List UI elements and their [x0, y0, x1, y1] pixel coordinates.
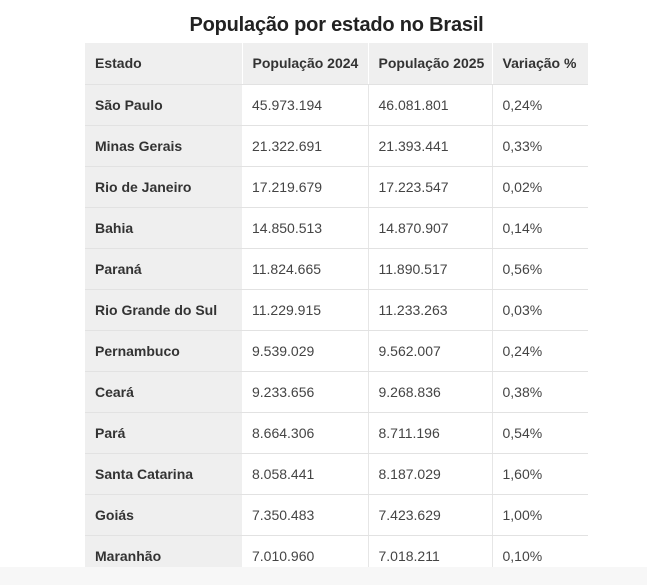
page-title: População por estado no Brasil [189, 14, 484, 36]
table-row: São Paulo 45.973.194 46.081.801 0,24% [85, 84, 588, 126]
populacao-2024-cell: 11.824.665 [242, 248, 369, 290]
populacao-2024-cell: 9.233.656 [242, 371, 369, 413]
populacao-2025-cell: 8.711.196 [368, 412, 493, 454]
populacao-2025-cell: 9.268.836 [368, 371, 493, 413]
populacao-2025-cell: 7.423.629 [368, 494, 493, 536]
table-row: Pernambuco 9.539.029 9.562.007 0,24% [85, 330, 588, 372]
estado-cell: São Paulo [85, 84, 242, 126]
table-row: Ceará 9.233.656 9.268.836 0,38% [85, 371, 588, 413]
table-row: Minas Gerais 21.322.691 21.393.441 0,33% [85, 125, 588, 167]
populacao-2025-cell: 11.233.263 [368, 289, 493, 331]
estado-cell: Ceará [85, 371, 242, 413]
populacao-2024-cell: 14.850.513 [242, 207, 369, 249]
bottom-strip [0, 567, 647, 585]
header-row: Estado População 2024 População 2025 Var… [85, 43, 588, 85]
estado-cell: Pernambuco [85, 330, 242, 372]
populacao-2025-cell: 14.870.907 [368, 207, 493, 249]
table-row: Rio Grande do Sul 11.229.915 11.233.263 0,0… [85, 289, 588, 331]
populacao-2024-cell: 8.664.306 [242, 412, 369, 454]
variacao-cell: 1,60% [492, 453, 588, 495]
populacao-2025-cell: 17.223.547 [368, 166, 493, 208]
header-populacao-2025: População 2025 [368, 43, 493, 85]
populacao-2025-cell: 21.393.441 [368, 125, 493, 167]
populacao-2025-cell: 9.562.007 [368, 330, 493, 372]
table-row: Paraná 11.824.665 11.890.517 0,56% [85, 248, 588, 290]
populacao-2024-cell: 7.010.960 [242, 535, 369, 567]
estado-cell: Rio de Janeiro [85, 166, 242, 208]
variacao-cell: 0,38% [492, 371, 588, 413]
populacao-2024-cell: 17.219.679 [242, 166, 369, 208]
populacao-2025-cell: 11.890.517 [368, 248, 493, 290]
populacao-2024-cell: 45.973.194 [242, 84, 369, 126]
header-populacao-2024: População 2024 [242, 43, 369, 85]
table-row: Rio de Janeiro 17.219.679 17.223.547 0,02% [85, 166, 588, 208]
estado-cell: Pará [85, 412, 242, 454]
populacao-2025-cell: 7.018.211 [368, 535, 493, 567]
variacao-cell: 0,03% [492, 289, 588, 331]
variacao-cell: 0,02% [492, 166, 588, 208]
estado-cell: Bahia [85, 207, 242, 249]
populacao-2024-cell: 7.350.483 [242, 494, 369, 536]
variacao-cell: 0,56% [492, 248, 588, 290]
table-row: Maranhão 7.010.960 7.018.211 0,10% [85, 535, 588, 567]
variacao-cell: 0,33% [492, 125, 588, 167]
populacao-2024-cell: 21.322.691 [242, 125, 369, 167]
population-table: Estado População 2024 População 2025 Var… [85, 43, 588, 567]
variacao-cell: 0,14% [492, 207, 588, 249]
populacao-2025-cell: 8.187.029 [368, 453, 493, 495]
estado-cell: Maranhão [85, 535, 242, 567]
variacao-cell: 0,24% [492, 330, 588, 372]
estado-cell: Paraná [85, 248, 242, 290]
estado-cell: Santa Catarina [85, 453, 242, 495]
estado-cell: Minas Gerais [85, 125, 242, 167]
table-row: Pará 8.664.306 8.711.196 0,54% [85, 412, 588, 454]
table-header: Estado População 2024 População 2025 Var… [85, 43, 588, 85]
header-estado: Estado [85, 43, 243, 85]
estado-cell: Rio Grande do Sul [85, 289, 242, 331]
populacao-2024-cell: 11.229.915 [242, 289, 369, 331]
page-frame: População por estado no Brasil Estado Po… [85, 14, 588, 567]
variacao-cell: 1,00% [492, 494, 588, 536]
populacao-2024-cell: 9.539.029 [242, 330, 369, 372]
table-row: Bahia 14.850.513 14.870.907 0,14% [85, 207, 588, 249]
variacao-cell: 0,54% [492, 412, 588, 454]
variacao-cell: 0,10% [492, 535, 588, 567]
populacao-2024-cell: 8.058.441 [242, 453, 369, 495]
table-row: Goiás 7.350.483 7.423.629 1,00% [85, 494, 588, 536]
table-body: São Paulo 45.973.194 46.081.801 0,24% Minas … [85, 84, 588, 567]
table-row: Santa Catarina 8.058.441 8.187.029 1,60% [85, 453, 588, 495]
estado-cell: Goiás [85, 494, 242, 536]
variacao-cell: 0,24% [492, 84, 588, 126]
header-variacao: Variação % [492, 43, 588, 85]
populacao-2025-cell: 46.081.801 [368, 84, 493, 126]
